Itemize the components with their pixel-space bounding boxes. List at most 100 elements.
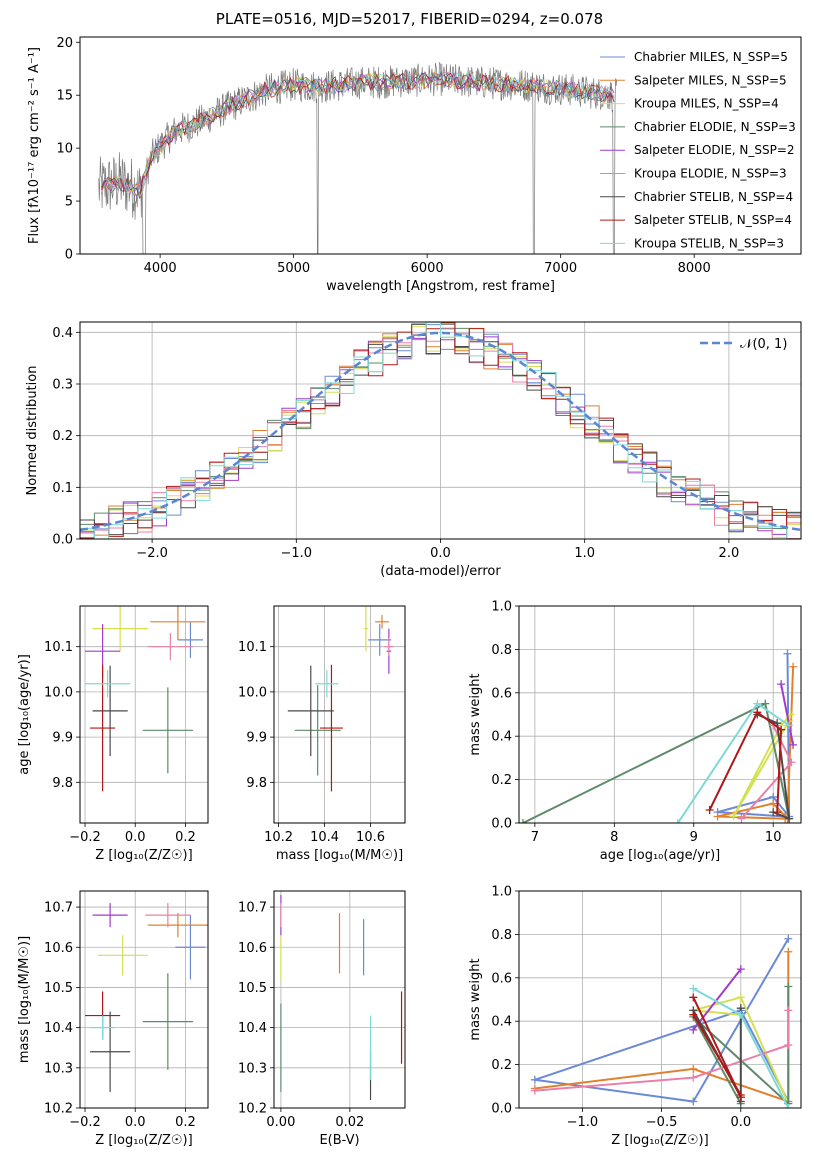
errorbar-point [384, 637, 394, 656]
axes-frame [518, 890, 802, 1109]
plus-marker [519, 819, 527, 823]
x-tick-label: 8000 [678, 261, 711, 276]
plot-area [287, 606, 394, 792]
y-tick-label: 0.0 [491, 1102, 512, 1117]
x-tick-label: 0.0 [430, 546, 451, 561]
x-tick-label: −0.5 [646, 1115, 678, 1130]
errorbar-point [287, 665, 334, 757]
y-tick-label: 0.1 [52, 481, 73, 496]
errorbar-point [319, 664, 343, 792]
plus-marker [736, 1010, 745, 1019]
y-tick-label: 10.1 [238, 640, 267, 655]
normal-reference-curve [80, 331, 801, 532]
x-tick-label: 0.0 [125, 1115, 146, 1130]
plus-marker [784, 982, 793, 991]
x-axis-label: Z [log₁₀(Z/Z☉)] [611, 1133, 708, 1148]
plus-marker [784, 947, 793, 956]
y-tick-label: 10.6 [238, 941, 267, 956]
y-tick-label: 10.1 [44, 640, 73, 655]
panel-mass-weight-vs-age: 7 8 9 10 0.0 0.2 0.4 0.6 0.8 1.0 age [log₁₀(age/yr… [468, 600, 802, 863]
plus-marker [705, 805, 714, 814]
plus-marker [777, 680, 786, 689]
errorbar-point [90, 1011, 131, 1092]
plot-area [280, 895, 403, 1100]
plus-marker [689, 1097, 698, 1106]
mass-weight-line [692, 968, 742, 1031]
errorbar-point [145, 903, 191, 928]
mass-weight-line [522, 702, 791, 823]
plus-marker [753, 708, 762, 717]
y-tick-label: 0.2 [491, 1058, 512, 1073]
model-spectrum-line [101, 71, 615, 196]
y-tick-label: 0.3 [52, 378, 73, 393]
errorbar-point [315, 670, 339, 698]
y-tick-label: 1.0 [491, 885, 512, 900]
y-tick-label: 5 [65, 195, 73, 210]
y-tick-label: 10.3 [238, 1061, 267, 1076]
mass-weight-line [693, 996, 790, 1105]
plus-marker [761, 699, 770, 708]
errorbar-point [90, 1015, 116, 1040]
y-tick-label: 0.8 [491, 928, 512, 943]
y-tick-label: 0.8 [491, 643, 512, 658]
plus-marker [736, 1090, 745, 1099]
x-tick-label: 2.0 [719, 546, 740, 561]
x-axis-label: Z [log₁₀(Z/Z☉)] [95, 1133, 192, 1148]
errorbar-point [368, 624, 392, 656]
plot-area [85, 903, 208, 1092]
y-tick-label: 0.2 [491, 773, 512, 788]
y-axis-label: age [log₁₀(age/yr)] [17, 654, 32, 775]
y-tick-label: 0.4 [491, 1015, 512, 1030]
panel-residual-distribution: −2.0 −1.0 0.0 1.0 2.0 0.0 0.1 0.2 0.3 0.4 (data-mo… [25, 321, 802, 579]
mass-weight-line [732, 713, 792, 818]
plus-marker [785, 814, 794, 823]
legend-entry: 𝒩(0, 1) [740, 337, 787, 352]
axes-frame [518, 605, 802, 824]
x-axis-label: mass [log₁₀(M/M☉)] [276, 848, 403, 863]
errorbar-point [92, 665, 128, 757]
y-axis-label: Flux [fλ10⁻¹⁷ erg cm⁻² s⁻¹ A⁻¹] [27, 47, 42, 244]
plus-marker [689, 993, 698, 1002]
errorbar-point [97, 935, 148, 976]
y-tick-label: 10.5 [238, 981, 267, 996]
errorbar-point [363, 606, 369, 652]
legend-entry: Chabrier MILES, N_SSP=5 [634, 50, 788, 64]
y-tick-label: 1.0 [491, 600, 512, 615]
axes-frame [273, 605, 406, 824]
plot-area [85, 606, 206, 792]
plus-marker [787, 758, 796, 767]
plus-marker [737, 814, 746, 823]
errorbar-point [142, 973, 193, 1070]
plus-marker [753, 699, 762, 708]
x-tick-label: 7000 [544, 261, 577, 276]
legend-entry: Chabrier ELODIE, N_SSP=3 [634, 120, 796, 134]
errorbar-point [147, 913, 208, 938]
axes-frame [79, 321, 802, 540]
y-tick-label: 9.9 [246, 731, 267, 746]
y-tick-label: 10.4 [238, 1021, 267, 1036]
axes-frame [79, 890, 209, 1109]
axes-frame [273, 890, 406, 1109]
mass-weight-line [780, 683, 795, 746]
x-tick-label: 0.2 [175, 830, 196, 845]
y-tick-label: 9.8 [246, 776, 267, 791]
y-tick-label: 10.2 [238, 1102, 267, 1117]
x-tick-label: 5000 [277, 261, 310, 276]
errorbar-point [85, 670, 131, 698]
figure-title: PLATE=0516, MJD=52017, FIBERID=0294, z=0… [215, 10, 604, 28]
plus-marker [689, 984, 698, 993]
y-tick-label: 0.6 [491, 686, 512, 701]
errorbar-point [177, 621, 203, 658]
y-tick-label: 10.5 [44, 981, 73, 996]
legend-entry: Kroupa ELODIE, N_SSP=3 [634, 167, 787, 181]
errorbar-point [294, 685, 341, 776]
x-tick-label: 7 [531, 830, 539, 845]
panel-age-vs-mass: 10.2 10.4 10.6 9.8 9.9 10.0 10.1 mass [log₁₀(M/… [238, 605, 406, 863]
legend-entry: Salpeter MILES, N_SSP=5 [634, 73, 787, 87]
plus-marker [689, 1064, 698, 1073]
x-axis-label: (data-model)/error [380, 564, 501, 579]
histogram-steps [80, 322, 801, 539]
y-tick-label: 15 [56, 89, 73, 104]
x-tick-label: 0.0 [125, 830, 146, 845]
